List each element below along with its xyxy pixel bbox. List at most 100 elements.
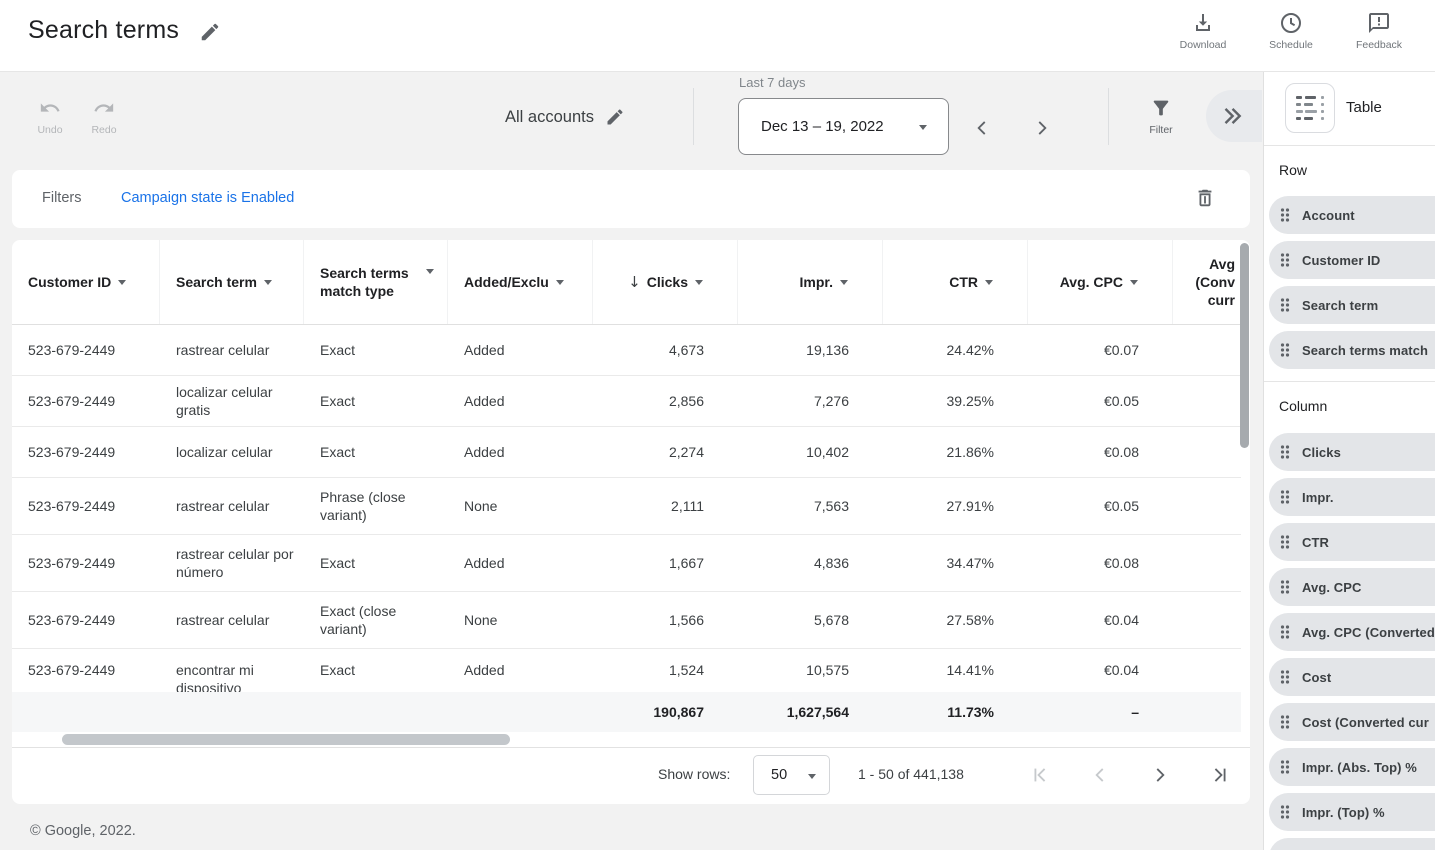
caret-down-icon	[118, 279, 127, 285]
drag-handle-icon	[1280, 714, 1290, 730]
schedule-label: Schedule	[1269, 39, 1313, 51]
remove-filter-button[interactable]	[1194, 187, 1216, 209]
ctr-cell: 39.25%	[946, 393, 994, 409]
redo-icon	[93, 97, 115, 119]
column-header-impressions[interactable]: Impr.	[738, 240, 883, 324]
undo-button[interactable]: Undo	[26, 97, 74, 136]
copyright-text: © Google, 2022.	[30, 823, 136, 839]
avg-cpc-cell: €0.08	[1103, 555, 1139, 571]
drag-handle-icon	[1280, 342, 1290, 358]
caret-down-icon	[985, 279, 993, 285]
match-type-cell: Exact (close variant)	[320, 603, 397, 637]
schedule-button[interactable]: Schedule	[1255, 11, 1327, 51]
added-excluded-cell: Added	[464, 555, 505, 571]
column-chip-avg-cpc[interactable]: Avg. CPC	[1269, 568, 1435, 606]
column-header-search-term[interactable]: Search term	[160, 240, 304, 324]
row-chip-account[interactable]: Account	[1269, 196, 1435, 234]
clicks-cell: 1,566	[668, 612, 704, 628]
column-chip-cost[interactable]: Cost	[1269, 658, 1435, 696]
drag-handle-icon	[1280, 804, 1290, 820]
filters-bar: Filters Campaign state is Enabled	[12, 170, 1250, 228]
next-period-button[interactable]	[1027, 113, 1057, 143]
customer-id-cell: 523-679-2449	[28, 662, 116, 678]
clicks-cell: 1,667	[668, 555, 704, 571]
next-page-button[interactable]	[1145, 760, 1175, 790]
column-header-match-type[interactable]: Search terms match type	[304, 240, 448, 324]
impressions-cell: 10,575	[806, 662, 849, 678]
table-row: 523-679-2449 localizar celular Exact Add…	[12, 427, 1241, 478]
previous-page-button[interactable]	[1085, 760, 1115, 790]
column-chip-impr-abs-top[interactable]: Impr. (Abs. Top) %	[1269, 748, 1435, 786]
column-header-customer-id[interactable]: Customer ID	[12, 240, 160, 324]
column-chip-cost-converted[interactable]: Cost (Converted cur	[1269, 703, 1435, 741]
accounts-selector[interactable]: All accounts	[505, 104, 625, 130]
undo-label: Undo	[37, 124, 63, 136]
column-header-clicks[interactable]: ↓ Clicks	[593, 240, 738, 324]
row-chip-customer-id[interactable]: Customer ID	[1269, 241, 1435, 279]
collapse-panel-button[interactable]	[1206, 90, 1262, 142]
filter-button[interactable]: Filter	[1136, 97, 1186, 136]
search-term-cell: rastrear celular	[176, 342, 270, 358]
summary-avg-cpc: –	[1131, 704, 1139, 720]
toolbar-divider	[693, 88, 694, 145]
column-chip-impr-top[interactable]: Impr. (Top) %	[1269, 793, 1435, 831]
customer-id-cell: 523-679-2449	[28, 612, 116, 628]
caret-down-icon	[263, 279, 272, 285]
vertical-scrollbar-thumb[interactable]	[1240, 243, 1249, 448]
caret-down-icon	[1130, 279, 1138, 285]
filters-label: Filters	[42, 190, 82, 206]
impressions-cell: 4,836	[813, 555, 849, 571]
undo-icon	[39, 97, 61, 119]
caret-down-icon	[840, 279, 848, 285]
row-chip-search-term[interactable]: Search term	[1269, 286, 1435, 324]
drag-handle-icon	[1280, 624, 1290, 640]
column-header-added-excluded[interactable]: Added/Exclu	[448, 240, 593, 324]
column-header-avg-cpc-converted[interactable]: Avg (Conv curr	[1195, 256, 1235, 308]
column-chip-ctr[interactable]: CTR	[1269, 523, 1435, 561]
customer-id-cell: 523-679-2449	[28, 342, 116, 358]
clicks-cell: 1,524	[668, 662, 704, 678]
ctr-cell: 34.47%	[946, 555, 994, 571]
table-row: 523-679-2449 rastrear celular Exact (clo…	[12, 592, 1241, 649]
match-type-cell: Exact	[320, 393, 356, 409]
horizontal-scrollbar-thumb[interactable]	[62, 734, 510, 745]
filter-chip-campaign-state[interactable]: Campaign state is Enabled	[121, 190, 295, 206]
last-page-button[interactable]	[1205, 760, 1235, 790]
avg-cpc-cell: €0.04	[1103, 612, 1139, 628]
column-chip-clicks[interactable]: Clicks	[1269, 433, 1435, 471]
drag-handle-icon	[1280, 297, 1290, 313]
caret-down-icon	[426, 269, 434, 274]
row-chip-search-terms-match[interactable]: Search terms match	[1269, 331, 1435, 369]
column-chip-avg-cpc-converted[interactable]: Avg. CPC (Converted	[1269, 613, 1435, 651]
column-header-avg-cpc[interactable]: Avg. CPC	[1028, 240, 1173, 324]
column-chip-partial[interactable]	[1269, 838, 1435, 850]
row-section-label: Row	[1279, 162, 1308, 178]
table-view-button[interactable]	[1285, 83, 1335, 133]
table-row: 523-679-2449 rastrear celular Phrase (cl…	[12, 478, 1241, 535]
clicks-cell: 4,673	[668, 342, 704, 358]
caret-down-icon	[808, 774, 816, 779]
horizontal-scrollbar[interactable]	[12, 732, 1250, 747]
ctr-cell: 24.42%	[946, 342, 994, 358]
double-chevron-right-icon	[1219, 103, 1245, 129]
edit-title-icon[interactable]	[199, 21, 221, 43]
feedback-button[interactable]: Feedback	[1343, 11, 1415, 51]
first-page-button[interactable]	[1025, 760, 1055, 790]
sidebar-divider	[1264, 381, 1435, 382]
date-range-picker[interactable]: Dec 13 – 19, 2022	[738, 98, 949, 155]
previous-period-button[interactable]	[967, 113, 997, 143]
summary-impressions: 1,627,564	[786, 704, 849, 720]
column-header-ctr[interactable]: CTR	[883, 240, 1028, 324]
match-type-cell: Exact	[320, 444, 356, 460]
avg-cpc-cell: €0.05	[1103, 498, 1139, 514]
table-row: 523-679-2449 localizar celular gratis Ex…	[12, 376, 1241, 427]
added-excluded-cell: None	[464, 612, 498, 628]
toolbar-divider	[1108, 88, 1109, 145]
match-type-cell: Exact	[320, 342, 356, 358]
ctr-cell: 21.86%	[946, 444, 994, 460]
rows-per-page-select[interactable]: 50	[753, 755, 830, 795]
column-chip-impr[interactable]: Impr.	[1269, 478, 1435, 516]
download-button[interactable]: Download	[1167, 11, 1239, 51]
impressions-cell: 7,563	[813, 498, 849, 514]
redo-button[interactable]: Redo	[80, 97, 128, 136]
